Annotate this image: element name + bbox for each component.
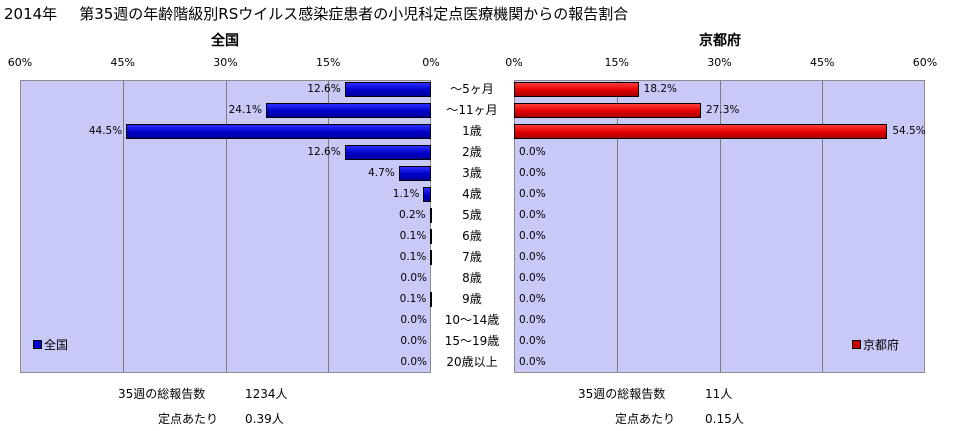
right-total-value: 11人	[705, 387, 733, 401]
right-tick-label: 60%	[912, 56, 938, 69]
category-label: 5歳	[462, 208, 482, 222]
left-per-value: 0.39人	[245, 412, 284, 426]
left-per-label: 定点あたり	[158, 412, 219, 426]
right-value-label: 0.0%	[519, 167, 546, 179]
left-value-label: 0.0%	[400, 335, 427, 347]
left-value-label: 0.1%	[399, 251, 427, 263]
right-value-label: 0.0%	[519, 293, 546, 305]
category-label: 3歳	[462, 166, 482, 180]
left-tick-label: 60%	[7, 56, 33, 69]
right-bar	[514, 124, 888, 139]
left-bar	[430, 292, 433, 307]
left-legend-swatch	[33, 340, 42, 349]
category-label: 4歳	[462, 187, 482, 201]
right-legend: 京都府	[852, 336, 899, 353]
left-value-label: 0.0%	[400, 314, 427, 326]
right-gridline	[616, 81, 618, 372]
left-bar	[429, 208, 432, 223]
right-legend-label: 京都府	[863, 338, 900, 352]
left-bar	[126, 124, 431, 139]
category-label: ～11ヶ月	[446, 103, 498, 117]
left-bar	[430, 229, 433, 244]
left-value-label: 44.5%	[88, 125, 123, 137]
right-value-label: 0.0%	[519, 251, 546, 263]
category-label: 9歳	[462, 292, 482, 306]
left-value-label: 0.1%	[399, 230, 427, 242]
category-label: 7歳	[462, 250, 482, 264]
category-label: 8歳	[462, 271, 482, 285]
category-label: 20歳以上	[446, 355, 498, 369]
left-bar	[344, 82, 431, 97]
left-bar	[344, 145, 431, 160]
right-value-label: 0.0%	[519, 209, 546, 221]
right-tick-label: 0%	[505, 56, 523, 69]
left-value-label: 24.1%	[228, 104, 262, 116]
right-total-label: 35週の総報告数	[578, 387, 666, 401]
left-value-label: 12.6%	[307, 83, 341, 95]
category-label: 10～14歳	[444, 313, 500, 327]
right-value-label: 0.0%	[519, 272, 546, 284]
right-bar	[514, 103, 701, 118]
right-value-label: 0.0%	[519, 356, 546, 368]
left-legend: 全国	[33, 336, 68, 353]
right-panel-title: 京都府	[699, 33, 741, 49]
right-value-label: 0.0%	[519, 335, 546, 347]
category-label: ～5ヶ月	[450, 82, 494, 96]
right-value-label: 18.2%	[643, 83, 678, 95]
left-bar	[398, 166, 431, 181]
right-value-label: 0.0%	[519, 146, 546, 158]
right-per-value: 0.15人	[705, 412, 744, 426]
category-label: 6歳	[462, 229, 482, 243]
right-tick-label: 45%	[810, 56, 835, 69]
right-value-label: 0.0%	[519, 314, 546, 326]
left-total-value: 1234人	[245, 387, 288, 401]
left-bar	[423, 187, 431, 202]
category-label: 1歳	[462, 124, 482, 138]
chart-title: 2014年 第35週の年齢階級別RSウイルス感染症患者の小児科定点医療機関からの報…	[4, 3, 628, 24]
left-gridline	[328, 81, 330, 372]
right-gridline	[822, 81, 824, 372]
left-value-label: 0.1%	[399, 293, 427, 305]
left-value-label: 12.6%	[307, 146, 341, 158]
right-value-label: 54.5%	[892, 125, 926, 137]
left-value-label: 0.0%	[400, 356, 427, 368]
left-value-label: 0.0%	[400, 272, 427, 284]
right-gridline	[719, 81, 721, 372]
left-total-label: 35週の総報告数	[118, 387, 206, 401]
right-tick-label: 30%	[707, 56, 732, 69]
left-tick-label: 45%	[110, 56, 135, 69]
left-tick-label: 0%	[422, 56, 440, 69]
left-tick-label: 30%	[213, 56, 238, 69]
right-value-label: 0.0%	[519, 230, 546, 242]
left-value-label: 1.1%	[392, 188, 420, 200]
left-value-label: 4.7%	[368, 167, 395, 179]
left-tick-label: 15%	[316, 56, 341, 69]
right-value-label: 27.3%	[706, 104, 740, 116]
left-value-label: 0.2%	[398, 209, 426, 221]
left-gridline	[225, 81, 227, 372]
left-bar	[265, 103, 431, 118]
left-legend-label: 全国	[44, 338, 69, 352]
right-tick-label: 15%	[604, 56, 629, 69]
category-label: 15～19歳	[444, 334, 500, 348]
right-bar	[514, 82, 639, 97]
left-bar	[430, 250, 433, 265]
category-label: 2歳	[462, 145, 482, 159]
right-per-label: 定点あたり	[615, 412, 676, 426]
right-legend-swatch	[852, 340, 861, 349]
left-panel-title: 全国	[211, 33, 239, 49]
title-year: 2014年	[4, 5, 58, 23]
title-text: 第35週の年齢階級別RSウイルス感染症患者の小児科定点医療機関からの報告割合	[79, 5, 629, 23]
right-value-label: 0.0%	[519, 188, 546, 200]
left-gridline	[122, 81, 124, 372]
